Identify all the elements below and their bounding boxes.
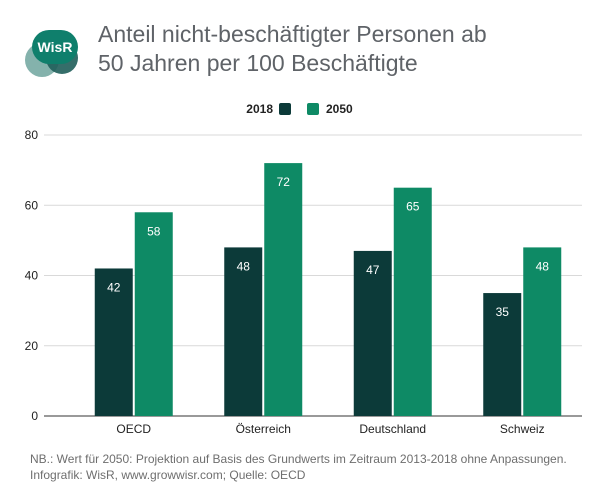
x-tick-label: OECD	[116, 422, 151, 436]
y-tick-label: 80	[25, 128, 39, 142]
y-tick-label: 20	[25, 339, 39, 353]
y-tick-label: 0	[31, 409, 38, 423]
wisr-logo: WisR	[24, 22, 84, 80]
bar-2050-schweiz	[523, 247, 562, 416]
y-tick-label: 40	[25, 269, 39, 283]
data-label-2018-österreich: 48	[237, 259, 251, 273]
chart-title: Anteil nicht-beschäftigter Personen ab 5…	[98, 20, 568, 78]
bar-2018-oecd	[94, 268, 133, 416]
chart-title-line-2: 50 Jahren per 100 Beschäftigte	[98, 50, 418, 76]
bar-2018-deutschland	[353, 250, 392, 416]
footer-note-line-2: Infografik: WisR, www.growwisr.com; Quel…	[30, 468, 306, 482]
legend-label-2018: 2018	[246, 102, 273, 116]
bar-2050-deutschland	[393, 187, 432, 416]
bar-2050-österreich	[264, 163, 303, 416]
data-label-2050-österreich: 72	[277, 175, 291, 189]
footer-note-line-1: NB.: Wert für 2050: Projektion auf Basis…	[30, 452, 567, 466]
legend-swatch-2018	[279, 103, 291, 115]
data-label-2050-deutschland: 65	[406, 200, 420, 214]
legend-swatch-2050	[307, 103, 319, 115]
data-label-2050-schweiz: 48	[536, 259, 550, 273]
data-label-2018-oecd: 42	[107, 280, 121, 294]
y-tick-label: 60	[25, 198, 39, 212]
bar-2050-oecd	[134, 212, 173, 416]
logo-text: WisR	[38, 39, 73, 55]
x-tick-label: Österreich	[236, 422, 291, 436]
logo-badge	[32, 30, 78, 64]
data-label-2018-deutschland: 47	[366, 263, 380, 277]
data-label-2018-schweiz: 35	[496, 305, 510, 319]
bar-chart: 0 20 40 60 80 2018 2050 42 58 OECD 48 72 Österreich 4…	[25, 102, 582, 436]
x-tick-label: Deutschland	[359, 422, 426, 436]
x-tick-label: Schweiz	[500, 422, 545, 436]
data-label-2050-oecd: 58	[147, 224, 161, 238]
footer-note: NB.: Wert für 2050: Projektion auf Basis…	[30, 451, 590, 483]
bar-2018-österreich	[224, 247, 263, 416]
chart-title-line-1: Anteil nicht-beschäftigter Personen ab	[98, 21, 487, 47]
legend-label-2050: 2050	[326, 102, 353, 116]
bar-2018-schweiz	[483, 293, 522, 416]
